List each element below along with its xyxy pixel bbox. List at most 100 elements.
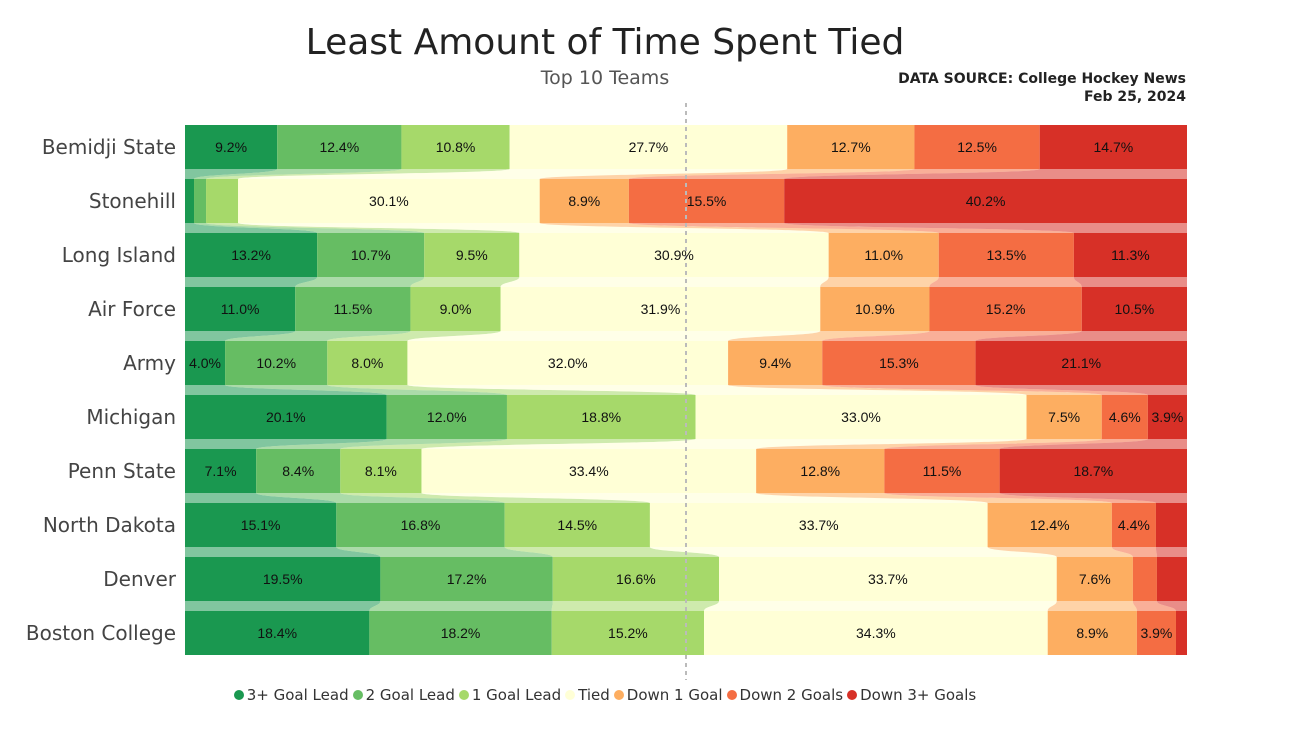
bar-3plus-goal-lead xyxy=(185,557,381,601)
legend-label: 1 Goal Lead xyxy=(471,686,562,704)
ribbon-3plus-goal-lead xyxy=(185,601,381,611)
ribbon-down-2-goals xyxy=(628,223,1074,233)
bar-2-goal-lead xyxy=(336,503,505,547)
bar-tied xyxy=(704,611,1048,655)
bar-tied xyxy=(519,233,829,277)
data-label: 10.5% xyxy=(1115,301,1155,317)
category-label: Michigan xyxy=(86,405,176,429)
data-label: 11.0% xyxy=(864,247,903,263)
data-label: 15.2% xyxy=(608,625,648,641)
data-label: 16.8% xyxy=(401,517,441,533)
bar-down-1-goal xyxy=(756,449,885,493)
bar-1-goal-lead xyxy=(506,395,696,439)
category-axis: Bemidji State Stonehill Long Island Air For… xyxy=(26,135,177,645)
bar-3plus-goal-lead xyxy=(185,503,337,547)
data-label: 4.0% xyxy=(189,355,221,371)
ribbon-down-1-goal xyxy=(728,385,1102,395)
data-label: 30.1% xyxy=(369,193,409,209)
legend-item-3plus-goal-lead[interactable]: 3+ Goal Lead xyxy=(233,686,349,704)
category-label: Bemidji State xyxy=(42,135,176,159)
ribbon-tied xyxy=(238,169,788,179)
ribbon-1-goal-lead xyxy=(340,493,650,503)
ribbon-down-3plus-goals xyxy=(975,385,1187,395)
ribbon-down-3plus-goals xyxy=(1156,601,1187,611)
ribbon-1-goal-lead xyxy=(327,331,501,341)
bar-tied xyxy=(719,557,1057,601)
data-label: 11.0% xyxy=(221,301,260,317)
data-label: 15.1% xyxy=(241,517,281,533)
bar-down-2-goals xyxy=(1136,611,1176,655)
ribbon-1-goal-lead xyxy=(410,277,520,287)
ribbon-tied xyxy=(407,331,821,341)
bar-down-2-goals xyxy=(1111,503,1156,547)
ribbon-down-3plus-goals xyxy=(1155,547,1187,557)
category-label: Air Force xyxy=(88,297,176,321)
ribbon-3plus-goal-lead xyxy=(185,385,387,395)
bar-2-goal-lead xyxy=(256,449,341,493)
data-label: 33.0% xyxy=(841,409,881,425)
data-label: 11.5% xyxy=(333,301,372,317)
bar-3plus-goal-lead xyxy=(185,125,278,169)
bar-3plus-goal-lead xyxy=(185,233,318,277)
ribbon-1-goal-lead xyxy=(206,223,520,233)
data-source-line: DATA SOURCE: College Hockey News xyxy=(898,71,1186,87)
ribbon-down-1-goal xyxy=(539,223,939,233)
bar-down-2-goals xyxy=(884,449,1000,493)
data-label: 27.7% xyxy=(629,139,669,155)
ribbon-down-1-goal xyxy=(539,169,915,179)
ribbon-2-goal-lead xyxy=(225,385,507,395)
data-label: 18.8% xyxy=(581,409,621,425)
bar-tied xyxy=(238,179,540,223)
ribbon-down-3plus-goals xyxy=(1073,277,1187,287)
legend-dot-icon xyxy=(352,689,363,700)
data-label: 11.5% xyxy=(923,463,962,479)
bar-3plus-goal-lead xyxy=(185,179,195,223)
bar-down-2-goals xyxy=(929,287,1082,331)
legend-item-down-3plus-goals[interactable]: Down 3+ Goals xyxy=(847,686,976,704)
data-label: 19.5% xyxy=(263,571,303,587)
ribbon-down-1-goal xyxy=(1047,601,1137,611)
bar-2-goal-lead xyxy=(317,233,425,277)
legend-item-down-1-goal[interactable]: Down 1 Goal xyxy=(613,686,723,704)
data-label: 33.7% xyxy=(868,571,908,587)
legend-label: Tied xyxy=(578,686,610,704)
legend-dot-icon xyxy=(565,689,576,700)
data-label: 16.6% xyxy=(616,571,656,587)
bar-2-goal-lead xyxy=(225,341,328,385)
data-label: 12.4% xyxy=(1030,517,1070,533)
bar-down-1-goal xyxy=(1047,611,1137,655)
data-label: 18.2% xyxy=(441,625,481,641)
legend-item-tied[interactable]: Tied xyxy=(565,686,610,704)
data-label: 7.1% xyxy=(205,463,237,479)
legend-item-down-2-goals[interactable]: Down 2 Goals xyxy=(726,686,843,704)
legend-label: 3+ Goal Lead xyxy=(246,686,349,704)
data-label-layer: 9.2% 12.4% 10.8% 27.7% 12.7% 12.5% 14.7% 30.1% 8… xyxy=(189,139,1183,641)
data-label: 14.7% xyxy=(1094,139,1134,155)
data-label: 8.9% xyxy=(568,193,600,209)
ribbon-down-1-goal xyxy=(728,331,930,341)
ribbon-1-goal-lead xyxy=(504,547,720,557)
legend-item-1-goal-lead[interactable]: 1 Goal Lead xyxy=(458,686,562,704)
bar-down-3plus-goals xyxy=(1156,557,1187,601)
data-label: 12.8% xyxy=(800,463,840,479)
data-label: 20.1% xyxy=(266,409,306,425)
ribbon-2-goal-lead xyxy=(256,493,505,503)
bar-down-2-goals xyxy=(938,233,1074,277)
bar-down-1-goal xyxy=(1026,395,1102,439)
bar-2-goal-lead xyxy=(369,611,552,655)
ribbon-2-goal-lead xyxy=(194,223,425,233)
ribbon-2-goal-lead xyxy=(295,277,425,287)
ribbon-2-goal-lead xyxy=(225,331,411,341)
legend-item-2-goal-lead[interactable]: 2 Goal Lead xyxy=(352,686,455,704)
bar-1-goal-lead xyxy=(327,341,408,385)
ribbon-1-goal-lead xyxy=(551,601,720,611)
bar-2-goal-lead xyxy=(277,125,402,169)
ribbon-down-2-goals xyxy=(628,169,1040,179)
data-label: 14.5% xyxy=(557,517,597,533)
data-label: 9.2% xyxy=(215,139,247,155)
bar-1-goal-lead xyxy=(340,449,422,493)
ribbon-2-goal-lead xyxy=(194,169,402,179)
data-label: 18.7% xyxy=(1073,463,1113,479)
category-label: North Dakota xyxy=(43,513,176,537)
data-label: 8.9% xyxy=(1076,625,1108,641)
